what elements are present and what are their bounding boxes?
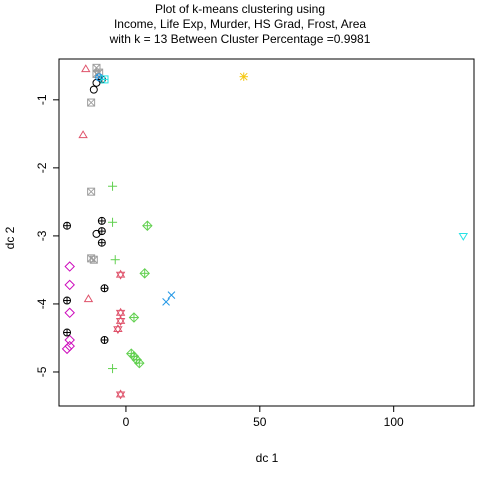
series-2: [78, 64, 94, 303]
data-point: [63, 221, 72, 230]
series-7: [239, 72, 248, 81]
data-point: [115, 269, 126, 280]
data-point: [64, 334, 75, 346]
data-point: [239, 72, 248, 81]
data-point: [100, 336, 109, 345]
data-point: [97, 227, 106, 236]
data-point: [110, 255, 120, 265]
data-point: [89, 85, 98, 94]
data-point: [87, 187, 96, 196]
x-tick-label: 100: [384, 415, 404, 429]
series-10: [113, 269, 126, 400]
x-tick-label: 50: [253, 415, 267, 429]
data-point: [61, 343, 73, 355]
data-point: [115, 389, 126, 400]
data-point: [115, 307, 126, 318]
y-axis-label: dc 2: [3, 226, 17, 249]
data-point: [63, 328, 72, 337]
data-point: [115, 315, 126, 326]
data-point: [107, 364, 118, 374]
chart-title-line-1: Plot of k-means clustering using: [154, 2, 326, 16]
data-point: [89, 255, 98, 264]
data-point: [81, 64, 91, 73]
x-tick-label: 0: [123, 415, 130, 429]
series-3: [107, 181, 120, 374]
data-point: [128, 312, 140, 323]
y-tick-label: -4: [35, 298, 49, 309]
data-point: [458, 232, 469, 241]
data-points: [61, 63, 469, 400]
data-point: [107, 217, 118, 227]
series-11: [126, 220, 153, 369]
data-point: [97, 216, 106, 225]
axes: 0 50 100 -1 -2 -3 -4 -5: [35, 58, 475, 429]
series-6: [61, 261, 75, 355]
y-tick-label: -2: [35, 162, 49, 173]
data-point: [78, 130, 88, 139]
data-point: [64, 261, 75, 272]
data-point: [97, 238, 106, 247]
data-point: [162, 298, 170, 306]
series-5: [458, 232, 469, 241]
data-point: [64, 340, 75, 352]
plot-frame: [58, 58, 475, 407]
series-4: [162, 291, 176, 306]
series-9: [63, 75, 109, 345]
data-point: [64, 279, 75, 291]
chart-title-line-3: with k = 13 Between Cluster Percentage =…: [109, 32, 371, 46]
data-point: [107, 181, 118, 191]
data-point: [100, 75, 109, 84]
y-tick-label: -1: [35, 94, 49, 105]
x-axis-label: dc 1: [256, 451, 279, 465]
y-tick-label: -3: [35, 230, 49, 241]
data-point: [100, 284, 109, 293]
data-point: [87, 98, 96, 107]
data-point: [63, 296, 72, 305]
series-13: [100, 75, 109, 84]
data-point: [64, 307, 75, 319]
chart-title-line-2: Income, Life Exp, Murder, HS Grad, Frost…: [113, 17, 367, 31]
data-point: [134, 357, 145, 369]
data-point: [139, 268, 150, 279]
data-point: [142, 220, 153, 231]
data-point: [167, 291, 176, 299]
data-point: [113, 324, 123, 335]
data-point: [83, 294, 94, 303]
y-tick-label: -5: [35, 366, 49, 377]
